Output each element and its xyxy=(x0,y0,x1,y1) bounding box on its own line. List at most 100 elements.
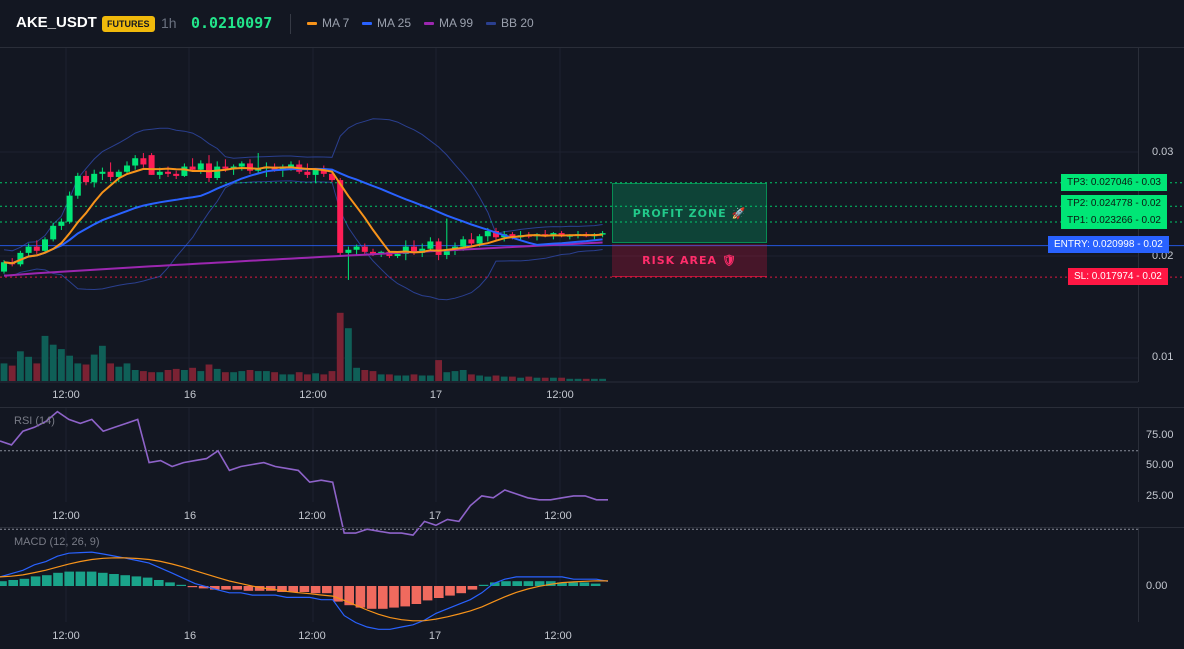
volume-bar xyxy=(66,355,73,381)
volume-bar xyxy=(263,371,270,381)
candle-body xyxy=(181,166,188,176)
volume-bar xyxy=(591,378,598,381)
tp1-axis-value: 0.02 xyxy=(1141,215,1161,226)
macd-axis-label: 0.00 xyxy=(1146,580,1168,592)
tp3-tag[interactable]: TP3: 0.027046 - 0.03 xyxy=(1061,174,1167,191)
volume-bar xyxy=(123,363,131,381)
sl-tag[interactable]: SL: 0.017974 - 0.02 xyxy=(1068,268,1168,285)
volume-bar xyxy=(99,345,106,381)
macd-histogram-bar xyxy=(389,586,399,608)
volume-bar xyxy=(74,363,82,381)
macd-histogram-bar xyxy=(30,576,41,586)
legend-bb20-label: BB 20 xyxy=(501,16,534,30)
candle-body xyxy=(132,158,139,166)
macd-histogram-bar xyxy=(120,575,130,586)
candle-body xyxy=(156,171,163,175)
tp2-tag[interactable]: TP2: 0.024778 - 0.02 xyxy=(1061,195,1167,212)
macd-histogram-bar xyxy=(434,586,444,598)
volume-bar xyxy=(254,371,262,381)
macd-histogram-bar xyxy=(490,582,500,586)
volume-bar xyxy=(443,372,451,381)
volume-bar xyxy=(336,312,344,381)
price-axis-label: 0.02 xyxy=(1152,250,1174,262)
macd-histogram-bar xyxy=(546,581,556,586)
macd-histogram-bar xyxy=(478,584,489,586)
candle-body xyxy=(107,171,114,177)
volume-bar xyxy=(418,375,426,381)
macd-histogram-bar xyxy=(579,582,590,586)
macd-histogram-bar xyxy=(86,571,97,586)
macd-histogram-bar xyxy=(378,586,388,609)
price-axis-label: 0.03 xyxy=(1152,146,1174,158)
macd-histogram-bar xyxy=(310,586,321,594)
pane-divider-rsi[interactable] xyxy=(0,407,1184,408)
ma25-swatch xyxy=(362,21,372,25)
volume-bar xyxy=(459,370,467,381)
candle-body xyxy=(353,246,360,250)
chart-header: AKE_USDT FUTURES 1h 0.0210097 MA 7 MA 25… xyxy=(0,0,1184,48)
volume-bar xyxy=(295,372,303,381)
candle-body xyxy=(320,169,327,174)
volume-bar xyxy=(509,376,516,381)
sl-label: SL: 0.017974 xyxy=(1074,271,1134,282)
macd-histogram-bar xyxy=(355,586,366,608)
profit-zone[interactable]: PROFIT ZONE 🚀 xyxy=(612,183,767,243)
volume-bar xyxy=(582,378,590,381)
rsi-axis-label: 25.00 xyxy=(1146,490,1174,502)
time-axis-label: 17 xyxy=(429,389,443,401)
volume-bar xyxy=(353,367,360,381)
candle-body xyxy=(460,239,467,247)
entry-tag[interactable]: ENTRY: 0.020998 - 0.02 xyxy=(1048,236,1169,253)
volume-bar xyxy=(156,372,164,381)
volume-bar xyxy=(533,377,541,381)
time-axis-label: 16 xyxy=(183,510,197,522)
candle-body xyxy=(427,241,434,249)
volume-bar xyxy=(517,377,524,381)
candle-body xyxy=(435,241,442,255)
legend-ma7[interactable]: MA 7 xyxy=(307,16,349,30)
bb-upper-line xyxy=(3,118,603,252)
candle-body xyxy=(50,225,57,240)
macd-histogram-bar xyxy=(42,575,52,586)
candle-body xyxy=(599,233,606,235)
ma7-line xyxy=(3,166,603,265)
legend-ma25[interactable]: MA 25 xyxy=(362,16,411,30)
macd-histogram-bar xyxy=(557,582,567,586)
macd-histogram-bar xyxy=(322,586,332,594)
time-axis-label: 12:00 xyxy=(546,389,574,401)
candle-body xyxy=(25,246,32,253)
volume-bar xyxy=(484,376,492,381)
tp1-tag[interactable]: TP1: 0.023266 - 0.02 xyxy=(1061,212,1167,229)
time-axis-label: 12:00 xyxy=(52,630,80,642)
candle-body xyxy=(247,163,253,171)
candle-body xyxy=(312,169,319,175)
macd-histogram-bar xyxy=(98,572,108,586)
volume-bar xyxy=(394,375,401,381)
legend-bb20[interactable]: BB 20 xyxy=(486,16,534,30)
macd-histogram-bar xyxy=(243,586,254,591)
candle-body xyxy=(509,234,516,238)
volume-bar xyxy=(558,377,565,381)
volume-bar xyxy=(131,370,139,381)
tp1-label: TP1: 0.023266 xyxy=(1067,215,1133,226)
volume-bar xyxy=(58,349,65,381)
candle-body xyxy=(83,175,89,183)
candle-body xyxy=(329,173,335,181)
pane-divider-macd[interactable] xyxy=(0,527,1184,528)
legend-ma99[interactable]: MA 99 xyxy=(424,16,473,30)
volume-bar xyxy=(320,374,328,381)
volume-bar xyxy=(550,377,557,381)
volume-bar xyxy=(361,370,369,381)
volume-bar xyxy=(0,363,8,381)
macd-histogram-bar xyxy=(299,586,310,592)
legend-ma7-label: MA 7 xyxy=(322,16,350,30)
risk-area[interactable]: RISK AREA 🛡 xyxy=(612,244,767,277)
symbol-label[interactable]: AKE_USDT xyxy=(16,14,97,31)
risk-area-label: RISK AREA 🛡 xyxy=(642,253,737,267)
macd-histogram-bar xyxy=(187,586,198,588)
macd-histogram-bar xyxy=(131,576,142,586)
volume-bar xyxy=(402,375,410,381)
macd-axis-line xyxy=(1138,528,1139,622)
timeframe-label[interactable]: 1h xyxy=(161,15,177,31)
